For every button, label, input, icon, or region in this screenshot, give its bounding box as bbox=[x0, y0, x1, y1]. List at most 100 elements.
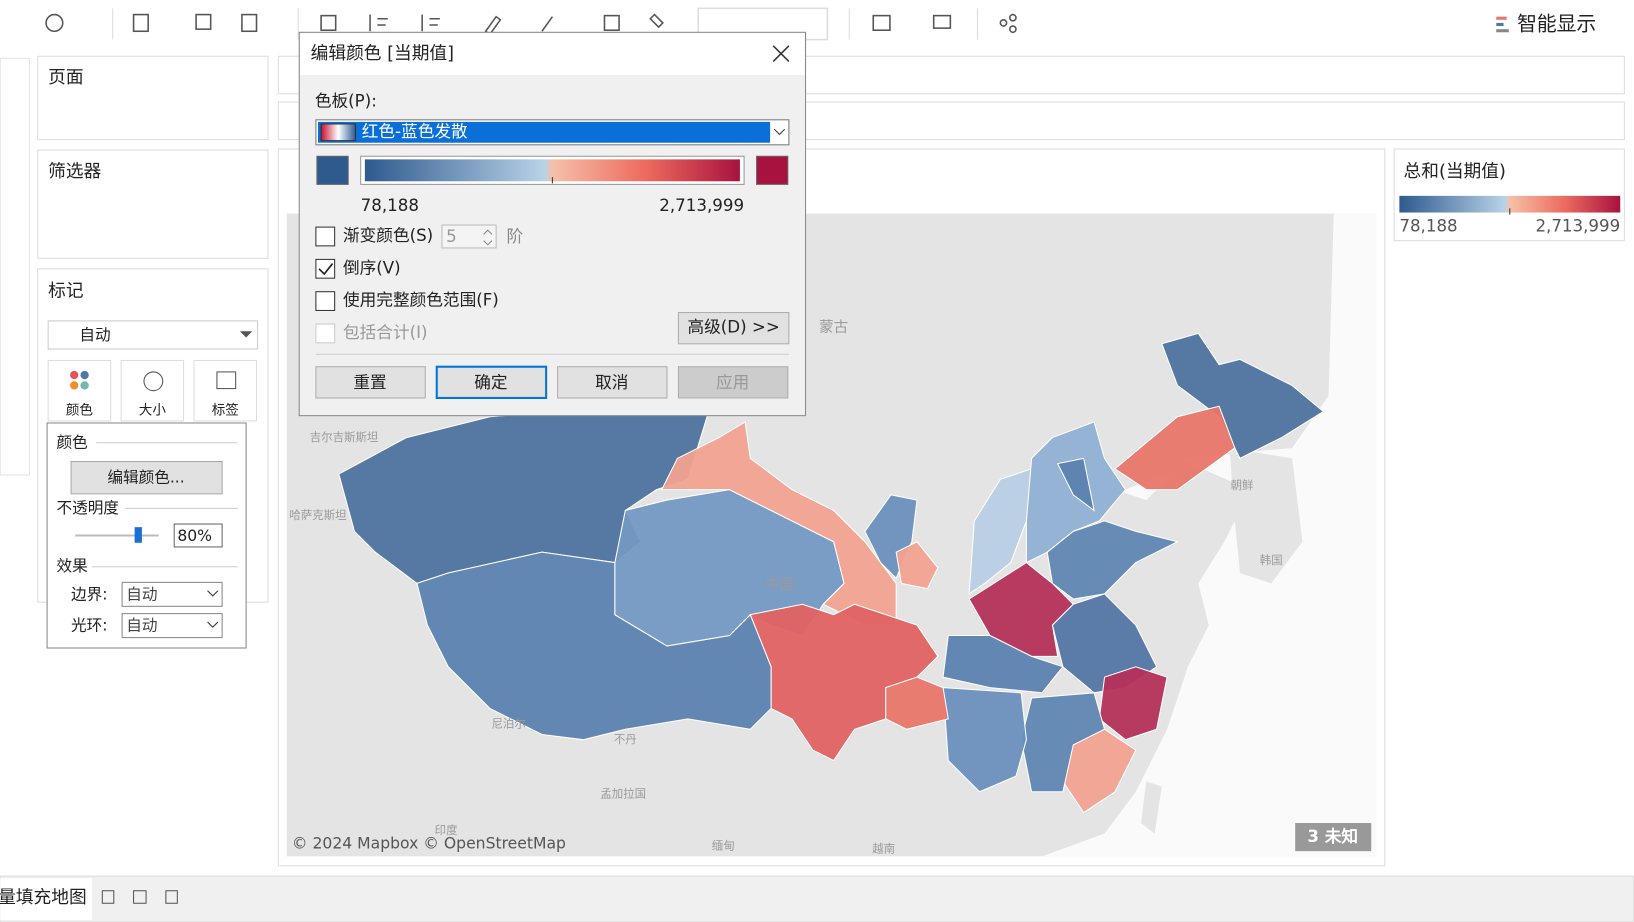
dialog-button-label: 应用 bbox=[716, 373, 749, 392]
color-icon bbox=[80, 370, 89, 380]
dialog-button[interactable] bbox=[315, 366, 426, 399]
left-edge-pane bbox=[0, 57, 30, 476]
map-label: 蒙古 bbox=[819, 319, 848, 336]
palette-value: 红色-蓝色发散 bbox=[362, 122, 468, 141]
dialog-button[interactable] bbox=[435, 365, 548, 400]
edit-color-button[interactable] bbox=[70, 461, 223, 495]
range-min: 78,188 bbox=[361, 196, 419, 215]
spinner-arrows bbox=[483, 229, 493, 246]
color-icon bbox=[80, 381, 89, 390]
map-label: 孟加拉国 bbox=[600, 786, 646, 800]
pages-title: 页面 bbox=[48, 68, 83, 88]
checkbox[interactable] bbox=[315, 226, 336, 247]
halo-select[interactable] bbox=[121, 613, 223, 639]
effects-label: 效果 bbox=[56, 557, 88, 575]
edit-color-dialog bbox=[298, 31, 807, 417]
opacity-thumb[interactable] bbox=[134, 527, 142, 543]
start-color[interactable] bbox=[316, 155, 349, 185]
legend-ramp bbox=[1399, 195, 1621, 213]
steps-spinner[interactable] bbox=[441, 224, 497, 249]
map-label: 尼泊尔 bbox=[491, 717, 525, 731]
toolbar-icons bbox=[45, 7, 1017, 41]
dropdown-arrow bbox=[239, 331, 253, 338]
palette-highlight bbox=[317, 121, 771, 143]
mark-type: 自动 bbox=[79, 326, 110, 344]
map-label: 中国 bbox=[765, 576, 794, 593]
pages-card bbox=[37, 55, 269, 141]
map-label: 缅甸 bbox=[712, 838, 735, 852]
steps-value: 5 bbox=[446, 227, 457, 246]
legend-card bbox=[1393, 148, 1625, 242]
map-label: 朝鲜 bbox=[1231, 478, 1254, 492]
halo-value: 自动 bbox=[126, 617, 157, 635]
mark-button[interactable] bbox=[193, 359, 258, 422]
opacity-value: 80% bbox=[177, 527, 212, 545]
toolbar bbox=[0, 0, 1634, 48]
legend-min: 78,188 bbox=[1399, 217, 1457, 236]
border-label: 边界: bbox=[71, 585, 107, 603]
provinces bbox=[338, 332, 1325, 814]
dialog-button[interactable] bbox=[557, 366, 668, 399]
filters-title: 筛选器 bbox=[48, 161, 101, 182]
dialog-button bbox=[677, 366, 789, 399]
sheet-tab-label: 量填充地图 bbox=[0, 887, 87, 908]
checkbox-label: 渐变颜色(S) bbox=[343, 226, 433, 245]
palette-swatch bbox=[320, 123, 357, 142]
checkbox[interactable] bbox=[315, 323, 336, 344]
dialog-button-label: 重置 bbox=[353, 373, 386, 392]
map-label: 越南 bbox=[872, 842, 895, 856]
end-color[interactable] bbox=[756, 155, 789, 185]
ramp bbox=[364, 159, 740, 182]
mark-type-select[interactable] bbox=[47, 320, 259, 350]
korea bbox=[1229, 447, 1303, 584]
color-icon bbox=[70, 370, 79, 380]
dropdown-arrow bbox=[773, 128, 786, 136]
smart-show-icon bbox=[1496, 16, 1509, 33]
color-icon bbox=[70, 381, 79, 390]
steps-unit: 阶 bbox=[507, 227, 524, 246]
advanced-label: 高级(D) >> bbox=[687, 318, 779, 337]
dialog-titlebar bbox=[300, 33, 805, 76]
map-label: 不丹 bbox=[614, 732, 637, 746]
checkbox[interactable] bbox=[315, 291, 336, 311]
mark-button[interactable] bbox=[47, 359, 112, 422]
dialog-title: 编辑颜色 [当期值] bbox=[311, 43, 454, 64]
palette-label: 色板(P): bbox=[315, 92, 377, 111]
dialog-button-label: 取消 bbox=[595, 373, 628, 392]
filters-card bbox=[37, 149, 269, 259]
checkmark bbox=[318, 263, 334, 276]
halo-label: 光环: bbox=[71, 617, 107, 635]
opacity-label: 不透明度 bbox=[56, 499, 119, 517]
map-label: 吉尔吉斯斯坦 bbox=[310, 430, 379, 444]
unknown-badge[interactable] bbox=[1295, 823, 1372, 852]
map-label: 印度 bbox=[435, 823, 458, 837]
color-popup-title: 颜色 bbox=[56, 433, 88, 451]
map-label: 韩国 bbox=[1260, 553, 1283, 567]
taiwan bbox=[1141, 781, 1162, 834]
close-button[interactable] bbox=[772, 45, 790, 63]
checkbox[interactable] bbox=[315, 258, 336, 279]
marks-title: 标记 bbox=[48, 281, 84, 302]
smart-show[interactable]: 智能显示 bbox=[1517, 13, 1596, 36]
sheet-tab[interactable] bbox=[0, 878, 92, 920]
mark-button-label: 大小 bbox=[139, 402, 167, 418]
map-label: 哈萨克斯坦 bbox=[289, 508, 346, 522]
opacity-input[interactable] bbox=[173, 523, 223, 548]
sea bbox=[1042, 213, 1377, 857]
tab-icons bbox=[101, 890, 178, 904]
toolbar-separators bbox=[112, 8, 978, 40]
attribution: © 2024 Mapbox © OpenStreetMap bbox=[292, 834, 566, 852]
mark-button-label: 标签 bbox=[212, 401, 240, 418]
border-select[interactable] bbox=[121, 581, 223, 607]
advanced-button[interactable] bbox=[677, 312, 790, 345]
checkbox-label: 倒序(V) bbox=[343, 258, 401, 277]
legend-title: 总和(当期值) bbox=[1404, 161, 1506, 182]
checkbox-label: 包括合计(I) bbox=[343, 323, 428, 342]
unknown-count: 3 未知 bbox=[1307, 826, 1358, 846]
dropdown-arrow bbox=[207, 621, 219, 628]
checkbox-label: 使用完整颜色范围(F) bbox=[343, 291, 499, 310]
border-value: 自动 bbox=[126, 585, 157, 603]
